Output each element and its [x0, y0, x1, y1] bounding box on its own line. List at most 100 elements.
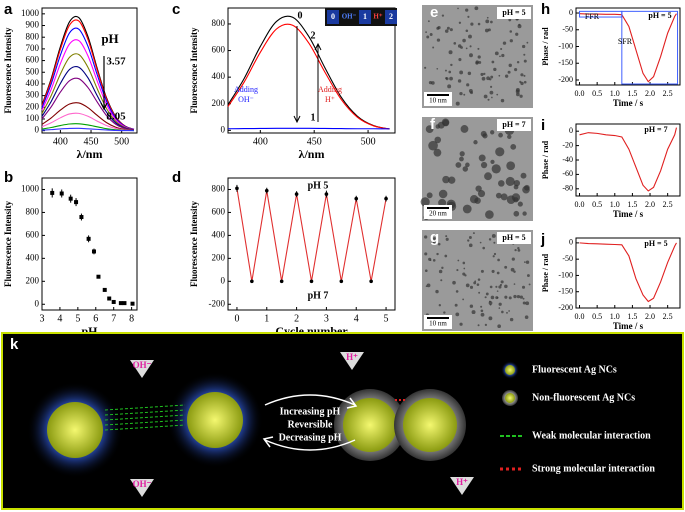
particle: [470, 91, 473, 95]
x-axis-label: λ/nm: [77, 147, 103, 161]
particle: [513, 270, 516, 273]
particle: [469, 45, 472, 48]
y-tick-label: -200: [209, 298, 226, 308]
annotation: OH⁻: [342, 13, 357, 21]
x-tick-label: 1.5: [627, 200, 637, 209]
particle: [506, 195, 516, 204]
x-tick-label: 1.0: [610, 89, 620, 98]
marker: [384, 196, 388, 201]
scale-label: 10 nm: [429, 97, 447, 105]
y-tick-label: 0: [221, 275, 226, 285]
legend-icon: [505, 365, 515, 375]
annotation: pH 5: [308, 180, 329, 191]
particle: [488, 238, 492, 241]
x-tick-label: 500: [361, 136, 376, 147]
particle: [478, 291, 481, 294]
particle: [438, 304, 441, 307]
x-tick-label: 2: [294, 313, 299, 324]
series-line: [236, 188, 387, 282]
particle: [525, 260, 530, 264]
particle: [509, 30, 513, 33]
particle: [524, 184, 530, 191]
particle: [480, 312, 485, 317]
particle: [449, 76, 453, 81]
particle: [477, 190, 486, 198]
particle: [523, 59, 527, 63]
cluster: [343, 398, 397, 452]
scale-label: 10 nm: [429, 320, 447, 328]
x-tick-label: 5: [384, 313, 389, 324]
particle: [462, 166, 469, 172]
ion-cone: [130, 360, 154, 378]
particle: [500, 47, 503, 51]
ion-label: OH⁻: [133, 360, 152, 370]
particle: [459, 91, 463, 96]
particle: [491, 234, 496, 238]
particle: [511, 257, 515, 261]
plot-frame: [227, 177, 396, 311]
x-tick-label: 5: [75, 313, 80, 324]
annotation: 8.05: [106, 111, 126, 123]
particle: [457, 79, 462, 83]
x-tick-label: 3: [324, 313, 329, 324]
y-tick-label: -100: [558, 270, 573, 279]
particle: [477, 55, 481, 59]
particle: [449, 28, 453, 32]
weak-bond: [104, 414, 186, 421]
annotation: 0: [331, 12, 335, 21]
annotation: 2: [389, 12, 393, 21]
particle: [462, 261, 466, 265]
legend-label: Weak molecular interaction: [532, 430, 651, 441]
panel-label: d: [172, 169, 181, 186]
particle: [480, 269, 484, 273]
x-tick-label: 2.0: [645, 89, 655, 98]
particle: [498, 307, 501, 309]
annotation: Adding: [318, 85, 342, 94]
particle: [460, 125, 469, 133]
ion-label: OH⁻: [133, 479, 152, 489]
particle: [469, 195, 479, 204]
cluster: [403, 398, 457, 452]
series-line: [41, 66, 135, 131]
particle: [490, 20, 493, 24]
marker: [91, 249, 96, 254]
series-line: [41, 53, 135, 131]
particle: [516, 294, 521, 299]
particle: [520, 172, 527, 179]
particle: [427, 20, 430, 23]
y-tick-label: -200: [558, 303, 573, 312]
particle: [506, 311, 508, 314]
y-tick-label: 400: [26, 252, 40, 262]
particle: [496, 93, 499, 96]
marker: [130, 301, 135, 306]
y-tick-label: 1000: [21, 184, 40, 194]
particle: [436, 38, 441, 42]
particle: [500, 98, 505, 103]
particle: [519, 94, 523, 98]
particle: [484, 323, 488, 327]
panel-label: a: [4, 1, 13, 18]
particle: [491, 60, 495, 64]
particle: [504, 265, 508, 269]
particle: [466, 83, 470, 87]
particle: [480, 305, 483, 308]
marker: [264, 188, 269, 193]
y-tick-label: 0: [221, 124, 226, 134]
y-tick-label: 400: [26, 78, 40, 88]
y-tick-label: 0: [569, 8, 573, 17]
scale-label: 20 nm: [429, 210, 447, 218]
particle: [459, 70, 464, 75]
y-tick-label: -150: [558, 58, 573, 67]
marker: [294, 192, 299, 196]
particle: [497, 324, 501, 329]
particle: [517, 246, 520, 250]
particle: [515, 87, 520, 92]
ion-label: H⁺: [346, 352, 358, 362]
y-tick-label: 800: [26, 31, 40, 41]
particle: [476, 283, 480, 286]
particle: [481, 76, 486, 81]
particle: [495, 296, 499, 300]
particle: [452, 280, 456, 285]
y-tick-label: -150: [558, 287, 573, 296]
particle: [448, 70, 452, 74]
